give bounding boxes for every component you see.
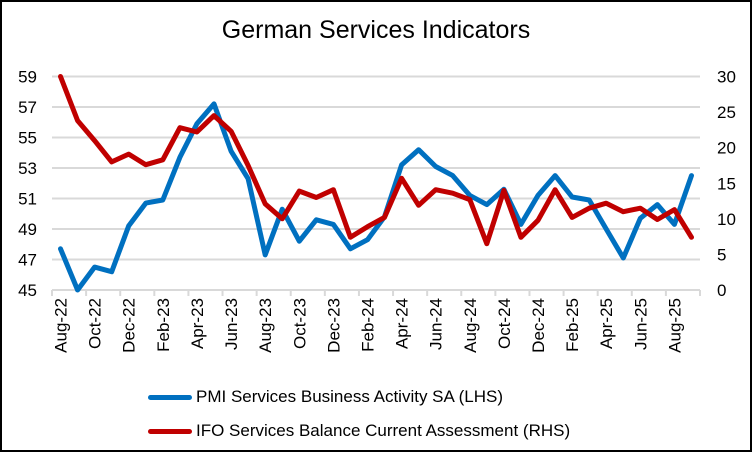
legend-item-ifo: IFO Services Balance Current Assessment …	[148, 414, 570, 448]
x-tick-label: Dec-22	[120, 298, 139, 353]
chart-title: German Services Indicators	[221, 16, 531, 44]
y-left-tick-label: 59	[18, 68, 37, 87]
y-left-tick-label: 51	[18, 190, 37, 209]
x-tick-label: Apr-25	[597, 298, 616, 349]
y-right-tick-label: 20	[717, 139, 736, 158]
series-line-pmi	[58, 101, 694, 293]
x-tick-label: Aug-25	[665, 298, 684, 353]
x-tick-label: Oct-22	[86, 298, 105, 349]
x-tick-label: Oct-24	[495, 298, 514, 349]
x-tick-label: Feb-23	[154, 298, 173, 352]
y-right-tick-label: 25	[717, 103, 736, 122]
x-tick-label: Jun-25	[631, 298, 650, 350]
legend-item-pmi: PMI Services Business Activity SA (LHS)	[148, 380, 570, 414]
y-left-tick-label: 57	[18, 98, 37, 117]
x-tick-label: Feb-25	[563, 298, 582, 352]
y-left-tick-label: 55	[18, 129, 37, 148]
y-left-tick-label: 49	[18, 220, 37, 239]
x-tick-label: Dec-24	[529, 298, 548, 353]
legend: PMI Services Business Activity SA (LHS) …	[148, 380, 570, 448]
legend-label-ifo: IFO Services Balance Current Assessment …	[196, 421, 571, 440]
legend-swatch-pmi	[148, 394, 192, 400]
legend-label-pmi: PMI Services Business Activity SA (LHS)	[196, 387, 504, 406]
x-tick-label: Feb-24	[358, 298, 377, 352]
x-tick-label: Aug-22	[52, 298, 71, 353]
gridlines	[52, 75, 700, 291]
x-tick-label: Dec-23	[324, 298, 343, 353]
y-left-tick-label: 45	[18, 281, 37, 300]
x-tick-label: Aug-23	[256, 298, 275, 353]
y-right-tick-label: 10	[717, 210, 736, 229]
y-right-tick-label: 30	[717, 68, 736, 87]
y-axis-left: 45 47 49 51 53 55 57 59	[18, 68, 37, 301]
legend-swatch-ifo	[148, 428, 192, 434]
series-line-ifo	[58, 74, 694, 247]
x-tick-label: Aug-24	[461, 298, 480, 353]
x-tick-label: Jun-23	[222, 298, 241, 350]
series-lines	[58, 74, 694, 293]
y-right-tick-label: 5	[717, 245, 726, 264]
y-left-tick-label: 47	[18, 251, 37, 270]
y-left-tick-label: 53	[18, 159, 37, 178]
x-tick-label: Oct-23	[290, 298, 309, 349]
x-tick-label: Apr-23	[188, 298, 207, 349]
x-tick-label: Apr-24	[393, 298, 412, 349]
x-axis: Aug-22 Oct-22 Dec-22 Feb-23 Apr-23 Jun-23 Aug-…	[51, 290, 701, 353]
y-right-tick-label: 0	[717, 281, 726, 300]
y-right-tick-label: 15	[717, 174, 736, 193]
x-tick-label: Jun-24	[427, 298, 446, 350]
y-axis-right: 0 5 10 15 20 25 30	[717, 68, 736, 301]
